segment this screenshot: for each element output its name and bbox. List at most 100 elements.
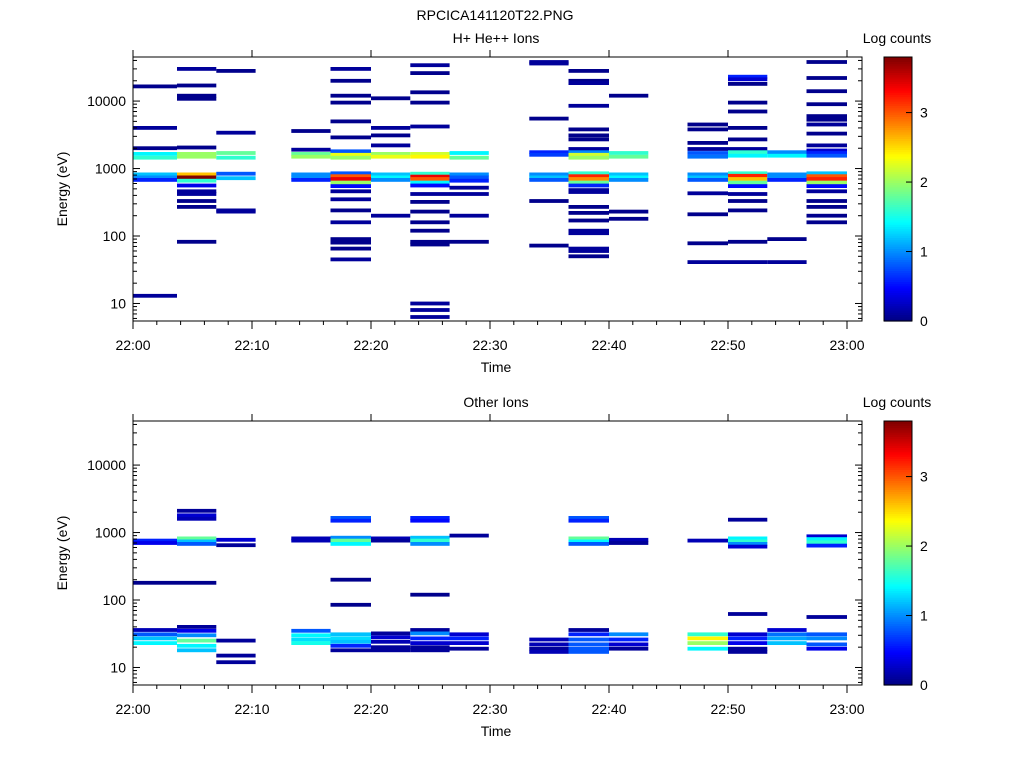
- heatmap-cell: [728, 177, 768, 181]
- colorbar-segment: [884, 489, 912, 492]
- colorbar-segment: [884, 570, 912, 574]
- colorbar-segment: [884, 129, 912, 133]
- heatmap-cell: [291, 172, 331, 177]
- heatmap-cell: [410, 239, 450, 244]
- colorbar-segment: [884, 645, 912, 649]
- heatmap-cell: [371, 96, 411, 101]
- heatmap-cell: [330, 100, 371, 105]
- heatmap-cell: [568, 218, 609, 223]
- colorbar-segment: [884, 252, 912, 256]
- colorbar-segment: [884, 564, 912, 567]
- colorbar-segment: [884, 200, 912, 203]
- colorbar-segment: [884, 103, 912, 106]
- heatmap-cell: [133, 178, 177, 182]
- heatmap-cell: [177, 67, 217, 71]
- heatmap-cell: [568, 516, 609, 520]
- heatmap-cell: [291, 147, 331, 152]
- x-tick-label: 22:00: [115, 701, 150, 717]
- heatmap-cell: [177, 192, 217, 196]
- heatmap-cell: [410, 174, 450, 179]
- heatmap-cell: [330, 189, 371, 194]
- colorbar-segment: [884, 566, 912, 569]
- colorbar-segment: [884, 162, 912, 166]
- heatmap-cell: [568, 103, 609, 108]
- colorbar-segment: [884, 535, 912, 539]
- heatmap-cell: [806, 534, 847, 539]
- colorbar-segment: [884, 504, 912, 508]
- y-axis-label: Energy (eV): [54, 516, 70, 591]
- colorbar-segment: [884, 599, 912, 602]
- colorbar-segment: [884, 259, 912, 263]
- heatmap-cell: [133, 541, 177, 545]
- heatmap-cell: [410, 124, 450, 129]
- heatmap-cell: [371, 645, 411, 650]
- heatmap-cell: [410, 100, 450, 105]
- colorbar-segment: [884, 548, 912, 552]
- colorbar-segment: [884, 498, 912, 501]
- heatmap-cell: [568, 137, 609, 142]
- colorbar-segment: [884, 636, 912, 640]
- colorbar-segment: [884, 217, 912, 221]
- heatmap-cell: [806, 60, 847, 64]
- heatmap-cell: [728, 153, 768, 158]
- colorbar-segment: [884, 480, 912, 484]
- colorbar-segment: [884, 107, 912, 111]
- heatmap-cell: [177, 205, 217, 209]
- colorbar-segment: [884, 575, 912, 578]
- heatmap-cell: [410, 315, 450, 319]
- heatmap-cell: [609, 151, 649, 155]
- heatmap-cell: [728, 536, 768, 541]
- colorbar-segment: [884, 671, 912, 675]
- colorbar-segment: [884, 288, 912, 291]
- colorbar-segment: [884, 173, 912, 177]
- colorbar-segment: [884, 83, 912, 87]
- heatmap-cell: [330, 208, 371, 213]
- heatmap-cell: [371, 538, 411, 543]
- colorbar-segment: [884, 594, 912, 598]
- colorbar-segment: [884, 630, 912, 633]
- colorbar-segment: [884, 583, 912, 587]
- heatmap-cell: [133, 628, 177, 632]
- y-tick-label: 100: [103, 228, 127, 244]
- heatmap-cell: [529, 646, 569, 651]
- heatmap-cell: [767, 636, 807, 641]
- colorbar-segment: [884, 167, 912, 170]
- colorbar-segment: [884, 316, 912, 320]
- colorbar-segment: [884, 623, 912, 627]
- heatmap-cell: [291, 154, 331, 159]
- heatmap-cell: [449, 632, 489, 637]
- heatmap-cell: [291, 536, 331, 541]
- heatmap-cell: [410, 228, 450, 233]
- heatmap-cell: [687, 641, 728, 645]
- heatmap-cell: [568, 127, 609, 132]
- heatmap-cell: [806, 171, 847, 176]
- heatmap-cell: [291, 129, 331, 133]
- heatmap-cell: [330, 177, 371, 181]
- colorbar-segment: [884, 524, 912, 528]
- heatmap-cell: [133, 126, 177, 130]
- heatmap-cell: [330, 648, 371, 653]
- heatmap-cell: [529, 642, 569, 647]
- heatmap-cell: [806, 636, 847, 641]
- heatmap-cell: [728, 539, 768, 544]
- colorbar-segment: [884, 465, 912, 468]
- heatmap-cell: [806, 543, 847, 548]
- heatmap-cell: [806, 114, 847, 118]
- colorbar-tick-label: 0: [920, 677, 928, 693]
- heatmap-cell: [568, 536, 609, 541]
- x-tick-label: 22:50: [710, 337, 745, 353]
- heatmap-cell: [568, 183, 609, 188]
- colorbar-segment: [884, 197, 912, 201]
- colorbar-frame: [883, 420, 913, 686]
- colorbar-segment: [884, 451, 912, 455]
- heatmap-cell: [687, 147, 728, 151]
- heatmap-cell: [410, 542, 450, 546]
- heatmap-cell: [728, 650, 768, 654]
- colorbar-segment: [884, 520, 912, 523]
- colorbar-frame: [883, 56, 913, 322]
- colorbar-segment: [884, 98, 912, 102]
- heatmap-cell: [529, 243, 569, 248]
- colorbar-tick-label: 1: [920, 244, 928, 260]
- colorbar-segment: [884, 553, 912, 556]
- colorbar-segment: [884, 285, 912, 289]
